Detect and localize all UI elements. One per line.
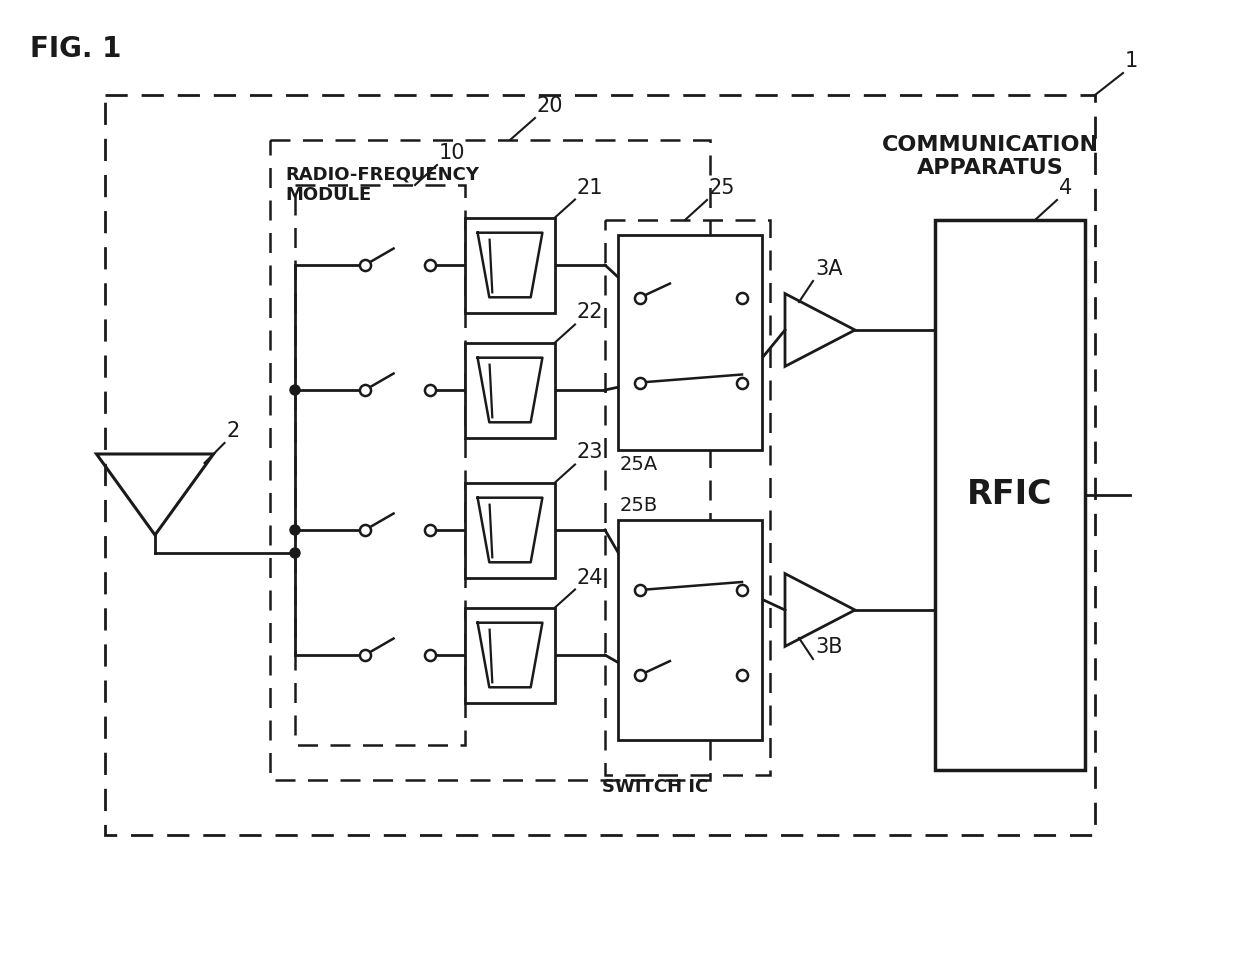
Bar [618,235,763,450]
Text: 22: 22 [577,302,604,322]
Circle shape [290,548,300,558]
Bar [295,185,465,745]
Text: RFIC: RFIC [967,478,1053,511]
Text: 25: 25 [709,178,735,198]
Text: 25A: 25A [620,455,658,474]
Text: COMMUNICATION
APPARATUS: COMMUNICATION APPARATUS [882,135,1099,178]
Text: 21: 21 [577,177,604,197]
Text: 3B: 3B [815,637,842,657]
Bar [465,218,556,313]
Text: 25B: 25B [620,496,658,515]
Text: RADIO-FREQUENCY
MODULE: RADIO-FREQUENCY MODULE [285,165,479,204]
Text: 23: 23 [577,442,604,463]
Text: FIG. 1: FIG. 1 [30,35,122,63]
Bar [105,95,1095,835]
Bar [465,343,556,438]
Bar [465,608,556,703]
Text: 4: 4 [1059,178,1073,198]
Text: 1: 1 [1125,51,1138,71]
Text: 10: 10 [439,143,465,163]
Text: 24: 24 [577,567,604,588]
Text: SWITCH IC: SWITCH IC [601,778,708,796]
Bar [618,520,763,740]
Bar [605,220,770,775]
Text: 3A: 3A [815,259,842,279]
Bar [465,482,556,578]
Text: 2: 2 [227,421,239,441]
Bar [935,220,1085,770]
Circle shape [290,525,300,535]
Text: 20: 20 [537,96,563,116]
Bar [270,140,711,780]
Circle shape [290,385,300,395]
